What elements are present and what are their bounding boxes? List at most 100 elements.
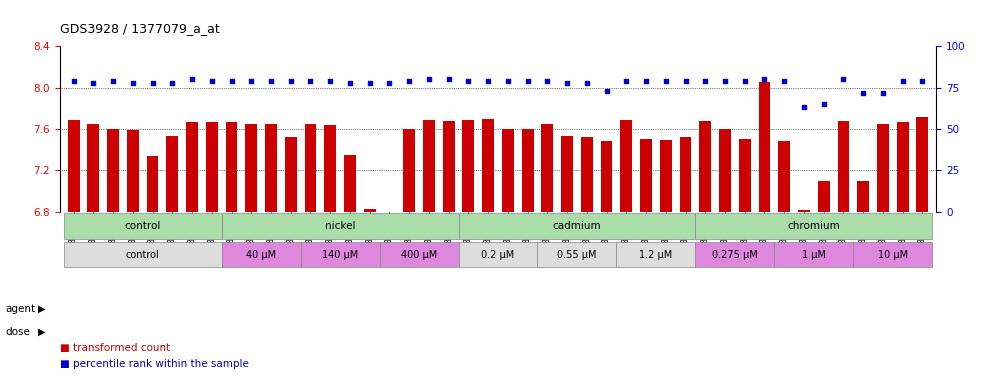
FancyBboxPatch shape — [64, 214, 222, 239]
Point — [362, 79, 377, 86]
FancyBboxPatch shape — [301, 242, 379, 267]
Bar — [621, 120, 632, 212]
Bar — [916, 117, 928, 212]
Text: 0.2 μM: 0.2 μM — [481, 250, 515, 260]
Bar — [640, 139, 652, 212]
Bar — [285, 137, 297, 212]
Text: 40 μM: 40 μM — [246, 250, 276, 260]
Point — [579, 79, 595, 86]
Bar — [798, 210, 810, 212]
Point — [124, 79, 140, 86]
Point — [204, 78, 220, 84]
Bar — [423, 120, 435, 212]
Point — [164, 79, 180, 86]
Text: 1 μM: 1 μM — [802, 250, 826, 260]
Text: 1.2 μM: 1.2 μM — [639, 250, 672, 260]
Text: 140 μM: 140 μM — [322, 250, 359, 260]
Bar — [462, 120, 474, 212]
FancyBboxPatch shape — [458, 242, 538, 267]
Point — [144, 79, 160, 86]
Text: chromium: chromium — [788, 221, 841, 231]
FancyBboxPatch shape — [695, 242, 774, 267]
Bar — [482, 119, 494, 212]
Point — [440, 76, 456, 82]
Point — [342, 79, 358, 86]
Point — [263, 78, 279, 84]
Point — [914, 78, 930, 84]
Point — [480, 78, 496, 84]
Point — [323, 78, 339, 84]
FancyBboxPatch shape — [617, 242, 695, 267]
Bar — [88, 124, 100, 212]
Point — [757, 76, 773, 82]
Point — [836, 76, 852, 82]
Point — [500, 78, 516, 84]
Point — [717, 78, 733, 84]
Bar — [679, 137, 691, 212]
Bar — [660, 141, 671, 212]
Bar — [166, 136, 178, 212]
Text: 0.55 μM: 0.55 μM — [557, 250, 597, 260]
Text: GDS3928 / 1377079_a_at: GDS3928 / 1377079_a_at — [60, 22, 219, 35]
Bar — [818, 181, 830, 212]
Point — [796, 104, 812, 111]
Point — [401, 78, 417, 84]
Bar — [126, 130, 138, 212]
Point — [460, 78, 476, 84]
Bar — [719, 129, 731, 212]
Text: ■ transformed count: ■ transformed count — [60, 343, 170, 353]
Text: agent: agent — [5, 304, 35, 314]
Text: nickel: nickel — [325, 221, 356, 231]
Point — [599, 88, 615, 94]
Text: control: control — [125, 250, 159, 260]
Text: ▶: ▶ — [38, 304, 46, 314]
Bar — [443, 121, 454, 212]
Point — [243, 78, 259, 84]
FancyBboxPatch shape — [774, 242, 854, 267]
Bar — [225, 122, 237, 212]
Bar — [245, 124, 257, 212]
Text: control: control — [124, 221, 161, 231]
Text: 10 μM: 10 μM — [877, 250, 908, 260]
FancyBboxPatch shape — [222, 214, 458, 239]
Point — [619, 78, 634, 84]
Text: ■ percentile rank within the sample: ■ percentile rank within the sample — [60, 359, 249, 369]
Point — [421, 76, 437, 82]
FancyBboxPatch shape — [64, 242, 222, 267]
Point — [66, 78, 82, 84]
Point — [856, 89, 872, 96]
Bar — [403, 129, 415, 212]
Point — [184, 76, 200, 82]
Point — [559, 79, 575, 86]
Bar — [305, 124, 317, 212]
Point — [737, 78, 753, 84]
FancyBboxPatch shape — [222, 242, 301, 267]
Text: 0.275 μM: 0.275 μM — [712, 250, 758, 260]
Bar — [265, 124, 277, 212]
Point — [657, 78, 673, 84]
Bar — [108, 129, 119, 212]
Point — [540, 78, 556, 84]
Point — [894, 78, 910, 84]
Bar — [778, 141, 790, 212]
Point — [303, 78, 319, 84]
Bar — [146, 156, 158, 212]
Bar — [739, 139, 751, 212]
Point — [223, 78, 239, 84]
FancyBboxPatch shape — [458, 214, 695, 239]
Bar — [759, 82, 771, 212]
Point — [283, 78, 299, 84]
Bar — [542, 124, 553, 212]
Point — [677, 78, 693, 84]
Text: dose: dose — [5, 327, 30, 337]
Point — [776, 78, 792, 84]
Bar — [186, 122, 198, 212]
FancyBboxPatch shape — [695, 214, 932, 239]
Point — [381, 79, 397, 86]
Point — [816, 101, 832, 107]
Point — [638, 78, 654, 84]
Point — [520, 78, 536, 84]
Point — [86, 79, 102, 86]
Text: cadmium: cadmium — [553, 221, 602, 231]
Bar — [838, 121, 850, 212]
